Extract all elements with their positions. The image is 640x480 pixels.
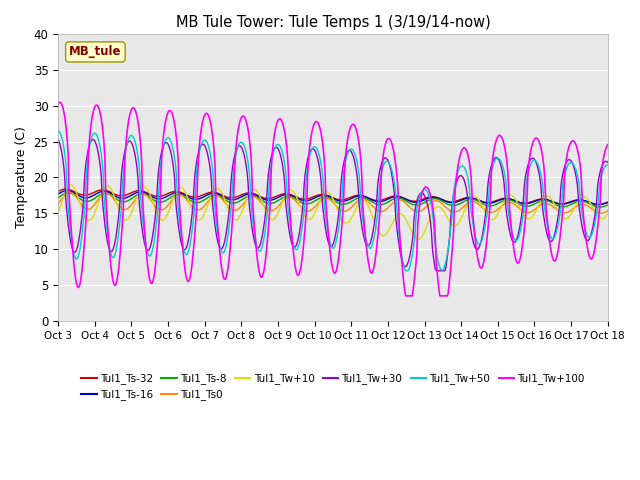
Tul1_Ts-16 — [379, 198, 387, 204]
Tul1_Tw+100 — [304, 171, 312, 177]
Tul1_Ts-32 — [469, 195, 477, 201]
Tul1_Ts-16 — [422, 196, 430, 202]
Tul1_Ts-8 — [422, 199, 430, 204]
Tul1_Tw+100 — [152, 254, 160, 260]
Line: Tul1_Ts-16: Tul1_Ts-16 — [58, 191, 608, 204]
Tul1_Tw+100 — [54, 101, 62, 107]
Tul1_Tw+100 — [402, 293, 410, 299]
Tul1_Tw+30 — [54, 137, 62, 143]
Tul1_Ts-16 — [63, 188, 71, 193]
Tul1_Ts-16 — [469, 195, 477, 201]
Tul1_Ts-32 — [54, 188, 62, 194]
Legend: Tul1_Ts-32, Tul1_Ts-16, Tul1_Ts-8, Tul1_Ts0, Tul1_Tw+10, Tul1_Tw+30, Tul1_Tw+50,: Tul1_Ts-32, Tul1_Ts-16, Tul1_Ts-8, Tul1_… — [77, 369, 589, 405]
Tul1_Ts0 — [597, 210, 605, 216]
Tul1_Tw+100 — [56, 99, 64, 105]
Tul1_Ts-8 — [65, 190, 72, 195]
Tul1_Ts0 — [422, 204, 430, 210]
Tul1_Ts-8 — [469, 196, 477, 202]
Tul1_Tw+10 — [423, 223, 431, 229]
Tul1_Ts-32 — [604, 199, 612, 205]
Title: MB Tule Tower: Tule Temps 1 (3/19/14-now): MB Tule Tower: Tule Temps 1 (3/19/14-now… — [175, 15, 490, 30]
Y-axis label: Temperature (C): Temperature (C) — [15, 127, 28, 228]
Tul1_Tw+30 — [89, 137, 97, 143]
Line: Tul1_Ts-32: Tul1_Ts-32 — [58, 189, 608, 204]
Tul1_Tw+30 — [604, 159, 612, 165]
Line: Tul1_Tw+30: Tul1_Tw+30 — [58, 140, 608, 271]
Tul1_Tw+30 — [196, 144, 204, 150]
Line: Tul1_Ts-8: Tul1_Ts-8 — [58, 192, 608, 207]
Line: Tul1_Ts0: Tul1_Ts0 — [58, 192, 608, 213]
Tul1_Ts0 — [54, 201, 62, 207]
Tul1_Tw+10 — [604, 211, 612, 217]
Tul1_Ts0 — [152, 204, 160, 210]
Tul1_Ts-32 — [152, 193, 160, 199]
Tul1_Ts-32 — [304, 196, 312, 202]
Tul1_Tw+50 — [378, 168, 386, 173]
Tul1_Ts0 — [379, 208, 387, 214]
Tul1_Tw+100 — [196, 133, 204, 139]
Tul1_Ts-16 — [196, 195, 204, 201]
Tul1_Tw+50 — [303, 170, 310, 176]
Tul1_Ts-16 — [54, 191, 62, 197]
Tul1_Ts-16 — [595, 202, 602, 207]
Tul1_Tw+100 — [379, 155, 387, 160]
Tul1_Tw+10 — [414, 236, 422, 242]
Tul1_Tw+100 — [470, 222, 477, 228]
Tul1_Ts-16 — [604, 200, 612, 205]
Tul1_Tw+50 — [604, 162, 612, 168]
Tul1_Tw+100 — [423, 184, 431, 190]
Tul1_Ts-32 — [61, 186, 69, 192]
Tul1_Tw+50 — [196, 149, 204, 155]
Tul1_Ts-8 — [196, 199, 204, 205]
Tul1_Ts0 — [304, 208, 312, 214]
Tul1_Tw+50 — [402, 268, 410, 274]
Tul1_Ts-32 — [422, 195, 430, 201]
Tul1_Tw+50 — [422, 187, 430, 193]
Tul1_Tw+10 — [196, 217, 204, 223]
Tul1_Tw+50 — [152, 229, 159, 235]
Tul1_Ts0 — [196, 206, 204, 212]
Line: Tul1_Tw+10: Tul1_Tw+10 — [58, 185, 608, 239]
Tul1_Ts-32 — [196, 193, 204, 199]
Tul1_Tw+30 — [152, 203, 160, 209]
Tul1_Tw+30 — [422, 197, 430, 203]
Tul1_Tw+30 — [470, 240, 477, 246]
Tul1_Tw+30 — [432, 268, 440, 274]
Tul1_Ts-32 — [594, 202, 602, 207]
Tul1_Tw+10 — [304, 216, 312, 222]
Tul1_Tw+30 — [304, 156, 312, 162]
Tul1_Ts0 — [469, 199, 477, 204]
Tul1_Tw+30 — [379, 157, 387, 163]
Tul1_Ts-8 — [379, 202, 387, 207]
Tul1_Ts-8 — [304, 201, 312, 207]
Text: MB_tule: MB_tule — [69, 46, 122, 59]
Tul1_Tw+50 — [54, 128, 62, 134]
Tul1_Tw+100 — [604, 142, 612, 147]
Tul1_Tw+10 — [379, 233, 387, 239]
Line: Tul1_Tw+50: Tul1_Tw+50 — [58, 131, 608, 271]
Tul1_Ts-8 — [604, 202, 612, 208]
Tul1_Ts-16 — [304, 198, 312, 204]
Tul1_Ts0 — [604, 208, 612, 214]
Tul1_Tw+10 — [470, 193, 477, 199]
Tul1_Tw+10 — [54, 210, 62, 216]
Line: Tul1_Tw+100: Tul1_Tw+100 — [58, 102, 608, 296]
Tul1_Ts-8 — [152, 199, 160, 204]
Tul1_Tw+10 — [152, 209, 160, 215]
Tul1_Ts0 — [65, 189, 73, 195]
Tul1_Ts-8 — [54, 195, 62, 201]
Tul1_Ts-32 — [379, 197, 387, 203]
Tul1_Ts-8 — [596, 204, 604, 210]
Tul1_Tw+10 — [67, 182, 75, 188]
Tul1_Ts-16 — [152, 196, 160, 202]
Tul1_Tw+50 — [469, 220, 477, 226]
